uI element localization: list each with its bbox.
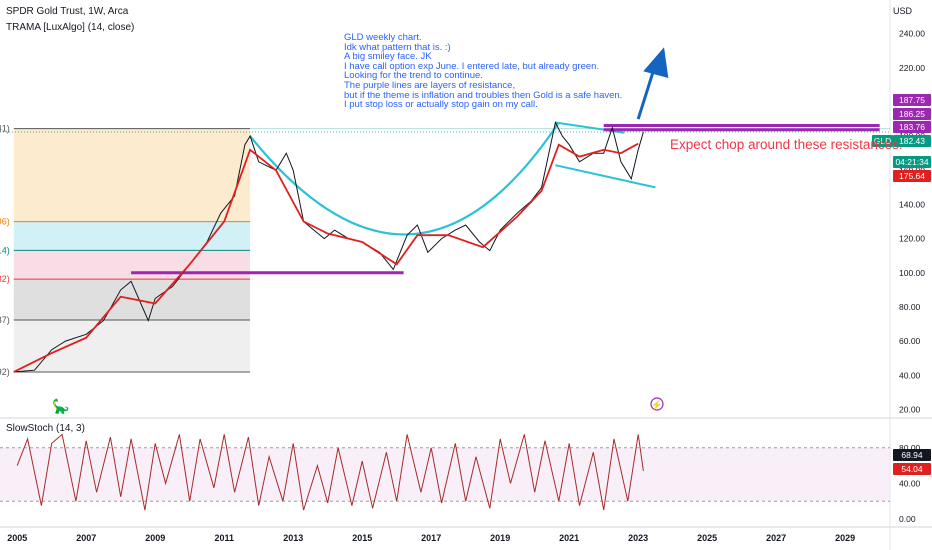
y-tick-label: 80.00 — [899, 302, 921, 312]
x-tick-label: 2011 — [214, 533, 234, 543]
x-tick-label: 2005 — [7, 533, 27, 543]
y-tick-label: 20.00 — [899, 404, 921, 414]
y-tick-label: 60.00 — [899, 336, 921, 346]
price-badge — [893, 108, 931, 120]
x-tick-label: 2013 — [283, 533, 303, 543]
price-badge-label: 04:21:34 — [895, 157, 928, 167]
y-tick-label: 120.00 — [899, 234, 925, 244]
fib-zone — [13, 128, 251, 222]
price-badge-label: 175.64 — [899, 171, 925, 181]
y-tick-label: 100.00 — [899, 268, 925, 278]
x-tick-label: 2023 — [628, 533, 648, 543]
earnings-icon — [650, 397, 664, 411]
price-badge-label: GLD — [874, 136, 891, 146]
cup-curve — [249, 121, 560, 236]
price-badge-label: 182.43 — [899, 136, 925, 146]
osc-value-badge — [893, 449, 931, 461]
fib-zone — [13, 221, 251, 251]
fib-level-label: 0.382(129.96) — [0, 217, 10, 227]
price-badge — [893, 156, 931, 168]
stoch-band — [0, 447, 890, 502]
x-tick-label: 2009 — [145, 533, 165, 543]
price-badge — [893, 94, 931, 106]
channel-line — [555, 164, 656, 189]
y-tick-label: 240.00 — [899, 29, 925, 39]
x-tick-label: 2019 — [490, 533, 510, 543]
fib-level-label: 0.618(96.32) — [0, 274, 10, 284]
osc-value-label: 54.04 — [901, 464, 923, 474]
stoch-series-line — [16, 433, 644, 511]
x-tick-label: 2021 — [559, 533, 579, 543]
price-badge-label: 187.75 — [899, 95, 925, 105]
fib-zone — [13, 250, 251, 280]
y-tick-label: 40.00 — [899, 370, 921, 380]
x-tick-label: 2017 — [421, 533, 441, 543]
author-note: GLD weekly chart. Idk what pattern that … — [344, 32, 623, 111]
fib-level-label: 0(184.41) — [0, 124, 10, 134]
price-badge — [893, 121, 931, 133]
x-tick-label: 2015 — [352, 533, 372, 543]
osc-y-tick-label: 0.00 — [899, 514, 916, 524]
osc-value-badge — [893, 463, 931, 475]
forecast-arrowhead — [643, 47, 669, 79]
oscillator-legend[interactable]: SlowStoch (14, 3) — [6, 423, 85, 434]
x-tick-label: 2025 — [697, 533, 717, 543]
fib-level-label: 0.786(72.37) — [0, 315, 10, 325]
chop-annotation: Expect chop around these resistances. — [670, 137, 903, 152]
osc-y-tick-label: 80.00 — [899, 443, 921, 453]
osc-value-label: 68.94 — [901, 450, 923, 460]
chart-title: SPDR Gold Trust, 1W, Arca — [6, 6, 129, 17]
price-badge — [893, 170, 931, 182]
lightning-icon: ⚡ — [651, 399, 662, 411]
fib-level-label: 1(41.92) — [0, 367, 10, 377]
x-tick-label: 2029 — [835, 533, 855, 543]
dino-icon: 🦕 — [52, 398, 69, 415]
price-badge-label: 186.25 — [899, 109, 925, 119]
y-tick-label: 220.00 — [899, 63, 925, 73]
y-tick-label: 140.00 — [899, 199, 925, 209]
x-tick-label: 2007 — [76, 533, 96, 543]
osc-y-tick-label: 40.00 — [899, 478, 921, 488]
x-tick-label: 2027 — [766, 533, 786, 543]
price-badge — [872, 135, 893, 147]
fib-zone — [13, 319, 251, 373]
price-badge-label: 183.76 — [899, 122, 925, 132]
currency-label: USD — [892, 6, 912, 16]
price-badge — [893, 135, 931, 147]
indicator-legend[interactable]: TRAMA [LuxAlgo] (14, close) — [6, 22, 135, 33]
fib-level-label: 0.5(113.14) — [0, 245, 10, 255]
trama-series-line — [13, 142, 639, 373]
